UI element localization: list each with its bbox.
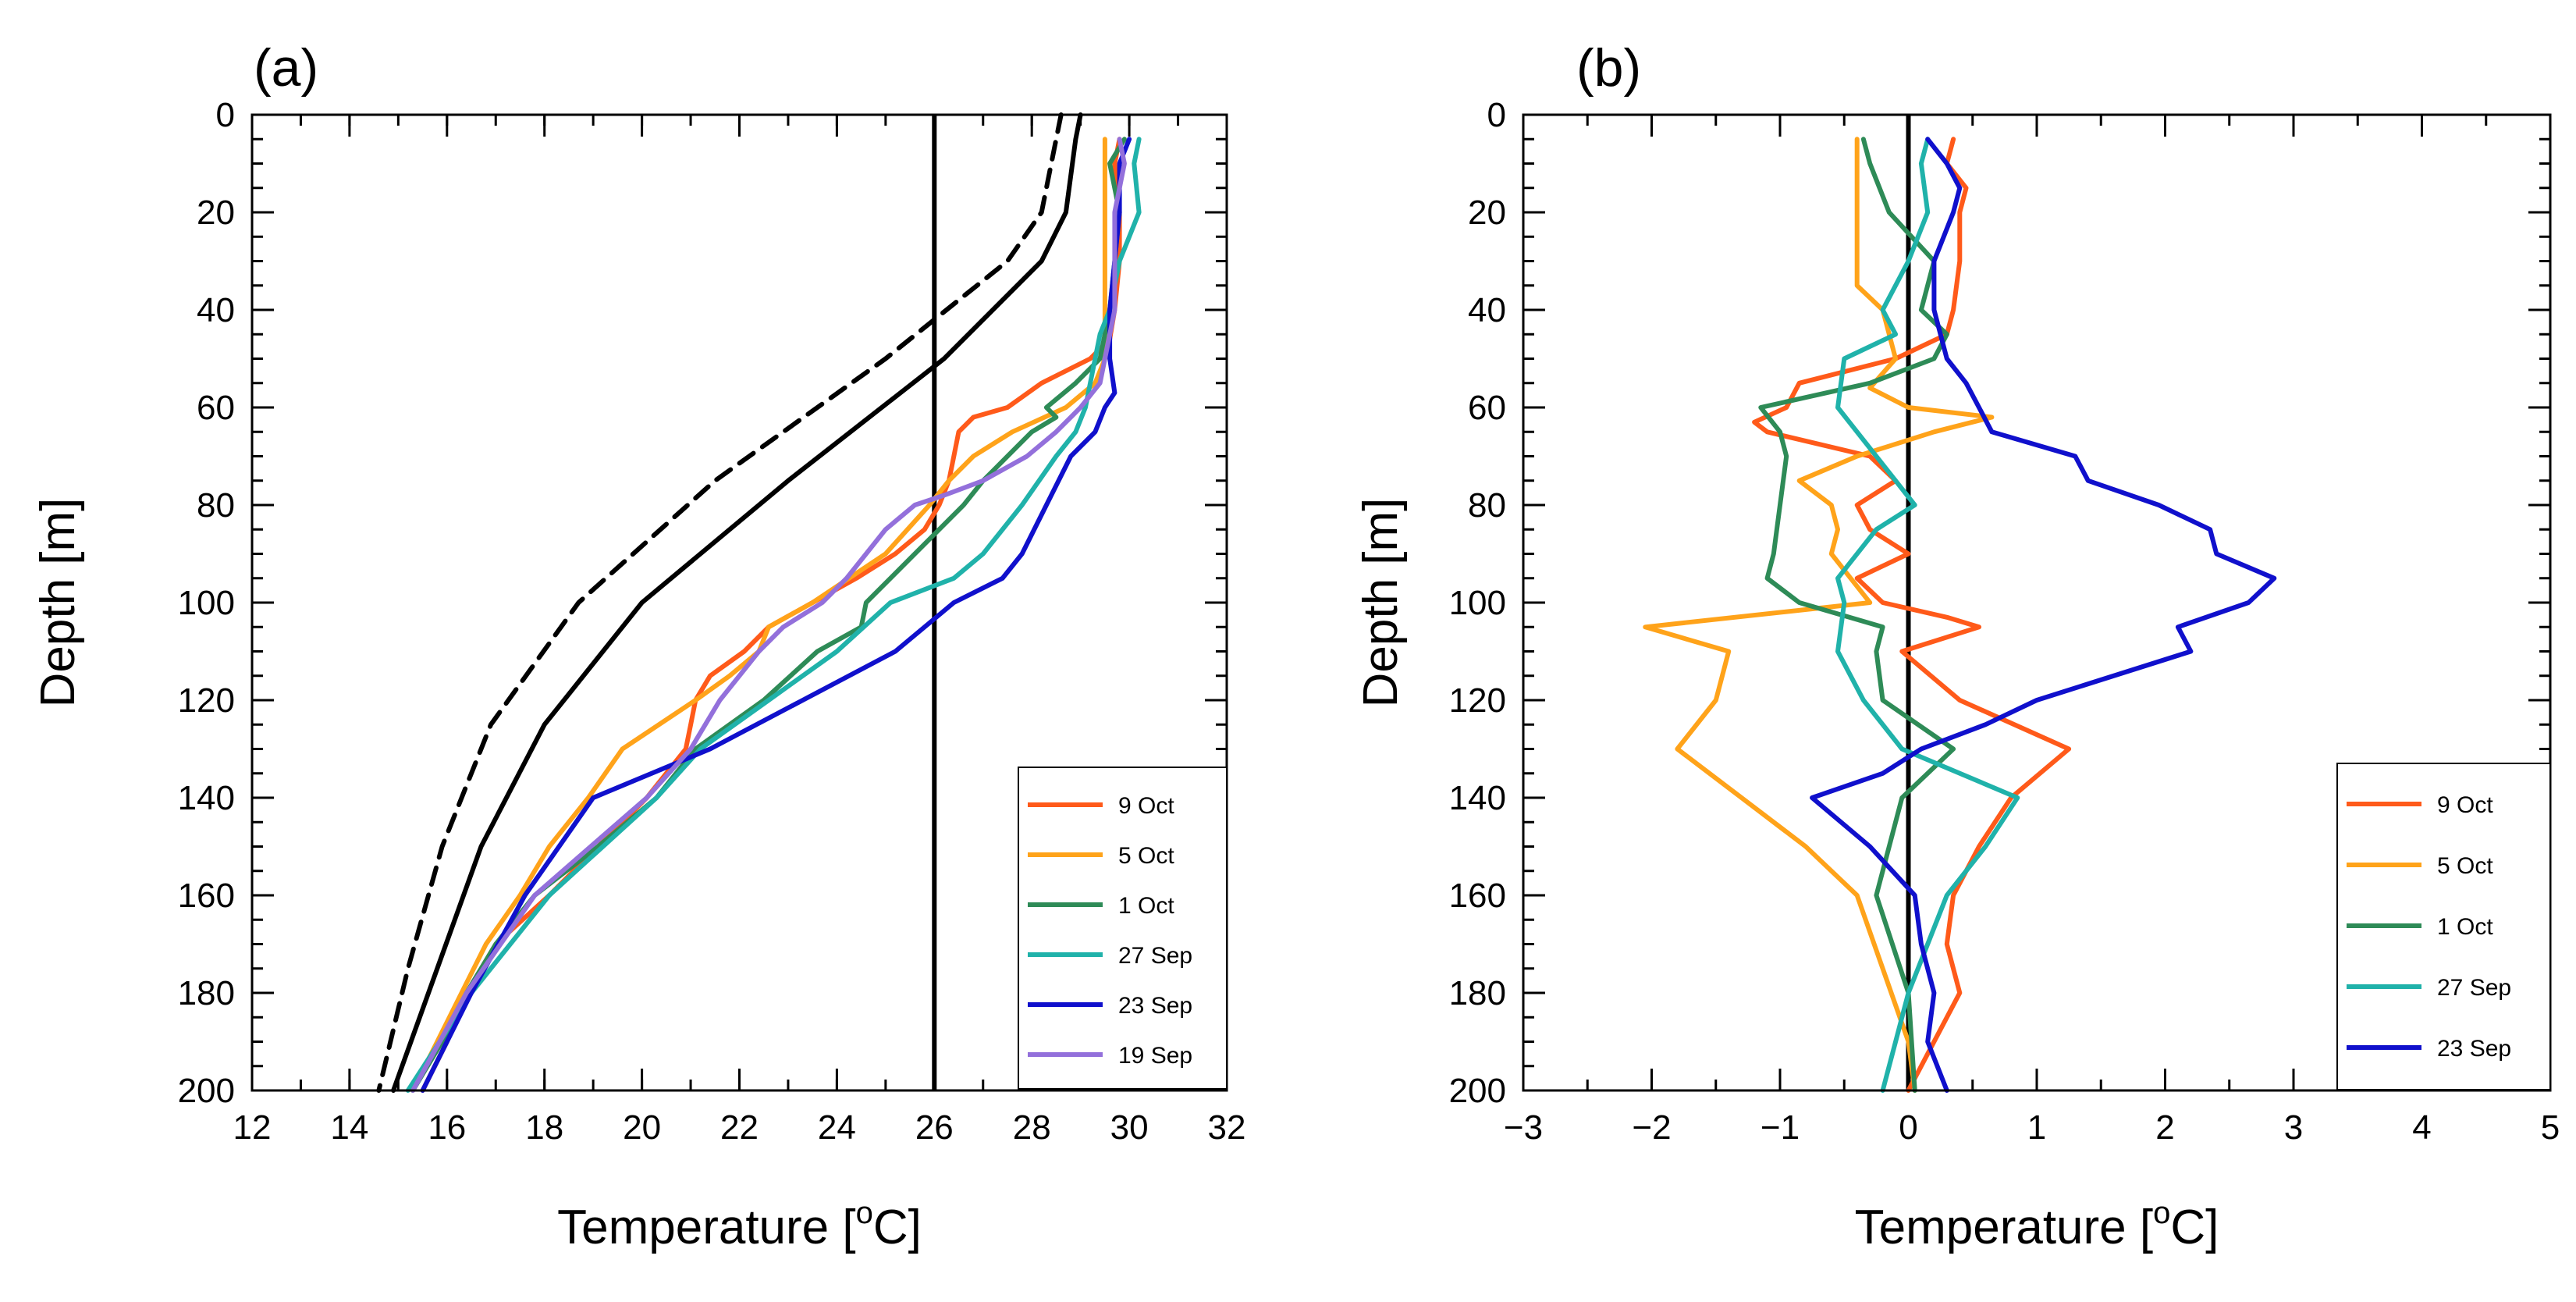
panel-label: (a) [254,38,318,98]
x-tick-label: 22 [720,1108,759,1147]
legend-label: 1 Oct [2437,914,2493,940]
legend-label: 5 Oct [2437,853,2493,879]
x-tick-label: 28 [1013,1108,1051,1147]
legend: 9 Oct 5 Oct 1 Oct 27 Sep 23 Sep [2336,763,2551,1090]
legend-label: 27 Sep [1118,943,1192,969]
x-tick-label: 18 [525,1108,563,1147]
y-tick-label: 160 [1449,877,1506,915]
x-tick-label: 1 [2027,1108,2046,1147]
x-axis-title: Temperature [oC] [1855,1196,2219,1254]
y-tick-label: 180 [178,974,235,1012]
x-tick-label: 3 [2284,1108,2303,1147]
y-tick-label: 180 [1449,974,1506,1012]
y-tick-label: 140 [1449,779,1506,817]
x-tick-label: 20 [623,1108,661,1147]
series-line-9-oct [420,137,1122,1093]
legend-label: 23 Sep [1118,993,1192,1019]
x-tick-label: 16 [428,1108,466,1147]
x-axis-title: Temperature [oC] [557,1196,922,1254]
y-tick-label: 160 [178,877,235,915]
y-axis-title: Depth [m] [1354,498,1408,708]
legend-label: 19 Sep [1118,1043,1192,1069]
x-axis-title-tail: C] [873,1201,922,1254]
x-tick-label: 24 [818,1108,856,1147]
y-tick-label: 100 [178,584,235,622]
plot-frame [1522,113,2552,1092]
y-tick-label: 200 [1449,1072,1506,1110]
x-tick-label: −2 [1632,1108,1671,1147]
x-tick-label: 30 [1110,1108,1149,1147]
x-tick-label: 32 [1208,1108,1246,1147]
y-tick-label: 20 [197,194,235,232]
y-tick-label: 60 [1468,389,1506,427]
y-tick-label: 40 [197,291,235,329]
legend: 9 Oct 5 Oct 1 Oct 27 Sep 23 Sep 19 Sep [1018,767,1228,1090]
x-tick-label: 14 [330,1108,368,1147]
series-line-19-sep [410,137,1127,1093]
panel-b: (b) −3 −2 −1 0 1 2 3 4 5 0 20 40 60 80 100 120 140 160 180 2… [1354,38,2560,1254]
y-tick-label: 120 [178,681,235,720]
x-tick-label: 4 [2412,1108,2431,1147]
panel-label: (b) [1576,38,1641,98]
x-tick-label: −1 [1761,1108,1800,1147]
y-tick-label: 0 [216,96,235,134]
x-tick-label: 5 [2541,1108,2560,1147]
y-tick-label: 100 [1449,584,1506,622]
y-tick-label: 120 [1449,681,1506,720]
x-axis-title-tail: C] [2170,1201,2219,1254]
panel-a: (a) 12 14 16 18 20 22 24 26 28 30 32 0 20 40 60 80 100 120… [31,38,1245,1254]
series-line-23-sep [1810,137,2277,1093]
series-line-9-oct [1752,137,2072,1093]
x-axis-title-main: Temperature [ [1855,1201,2154,1254]
legend-label: 27 Sep [2437,975,2511,1001]
y-tick-label: 140 [178,779,235,817]
y-tick-label: 80 [1468,486,1506,525]
x-tick-label: 12 [233,1108,272,1147]
legend-label: 1 Oct [1118,893,1174,919]
y-tick-label: 40 [1468,291,1506,329]
y-tick-label: 200 [178,1072,235,1110]
reference-profile-dashed [376,112,1064,1093]
x-tick-label: −3 [1504,1108,1543,1147]
legend-label: 9 Oct [1118,793,1174,819]
legend-box [1018,767,1228,1090]
y-tick-label: 0 [1487,96,1506,134]
x-axis-title-main: Temperature [ [557,1201,856,1254]
series-line-27-sep [1835,137,2020,1093]
y-tick-label: 60 [197,389,235,427]
reference-profile-solid [391,112,1083,1093]
y-axis-title: Depth [m] [31,498,85,708]
series-line-5-oct [410,137,1107,1093]
x-axis-title-sup: o [2153,1196,2170,1230]
x-tick-label: 2 [2155,1108,2174,1147]
legend-label: 23 Sep [2437,1036,2511,1062]
plot-frame [250,113,1228,1092]
series-line-5-oct [1643,137,1995,1093]
y-tick-label: 80 [197,486,235,525]
legend-label: 5 Oct [1118,843,1174,869]
legend-label: 9 Oct [2437,792,2493,818]
x-tick-label: 26 [915,1108,954,1147]
x-axis-title-sup: o [856,1196,873,1230]
x-tick-label: 0 [1899,1108,1917,1147]
y-tick-label: 20 [1468,194,1506,232]
